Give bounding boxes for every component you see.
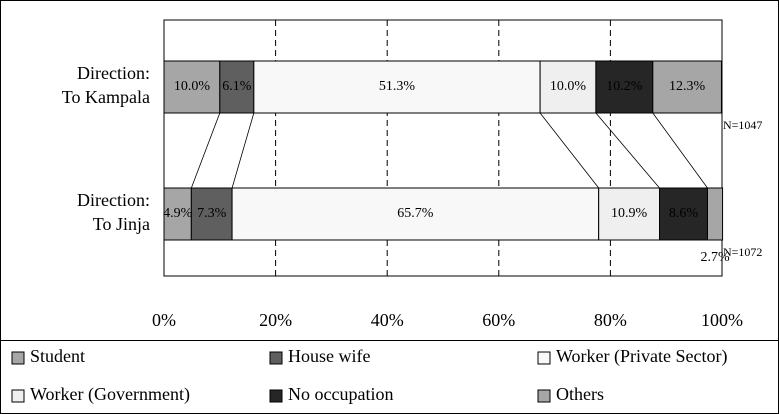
bar-segment — [253, 60, 541, 114]
bar-segment — [598, 187, 661, 241]
legend-label: House wife — [288, 346, 370, 366]
category-label-line: Direction: — [77, 190, 150, 210]
connector — [595, 112, 660, 189]
data-label: 8.6% — [669, 206, 699, 221]
data-label: 10.0% — [550, 79, 587, 94]
connector — [652, 112, 708, 189]
bar-segment — [539, 60, 597, 114]
x-tick-label: 20% — [259, 310, 292, 330]
data-label: 65.7% — [397, 206, 434, 221]
data-label: 51.3% — [379, 79, 416, 94]
category-label-line: To Jinja — [93, 214, 150, 234]
x-tick-label: 100% — [701, 310, 743, 330]
bar-segment — [163, 60, 221, 114]
legend-label: Others — [556, 384, 604, 404]
x-tick-label: 40% — [371, 310, 404, 330]
data-label: 12.3% — [669, 79, 706, 94]
bar-segment — [659, 187, 708, 241]
data-label: 10.9% — [611, 206, 648, 221]
category-label-line: Direction: — [77, 63, 150, 83]
data-label: 7.3% — [197, 206, 227, 221]
legend-label: Worker (Government) — [30, 384, 190, 405]
plot-frame — [163, 19, 723, 277]
sample-size: N=1072 — [723, 245, 762, 259]
bar-segment — [190, 187, 233, 241]
bar-segment — [163, 187, 192, 241]
legend-swatch — [537, 351, 551, 365]
category-label-line: To Kampala — [62, 87, 150, 107]
bar-segment — [219, 60, 255, 114]
data-label: 6.1% — [222, 79, 252, 94]
x-tick-label: 60% — [482, 310, 515, 330]
legend-swatch — [537, 389, 551, 403]
legend-swatch — [11, 351, 25, 365]
legend-swatch — [269, 389, 283, 403]
category-label: Direction: To Jinja — [77, 190, 150, 234]
category-label: Direction: To Kampala — [62, 63, 150, 107]
legend-swatch — [269, 351, 283, 365]
data-label: 4.9% — [163, 206, 193, 221]
connector — [539, 112, 599, 189]
x-tick-label: 80% — [594, 310, 627, 330]
legend-label: No occupation — [288, 384, 393, 404]
legend-label: Student — [30, 346, 85, 366]
sample-size: N=1047 — [723, 118, 762, 132]
legend-label: Worker (Private Sector) — [556, 346, 727, 367]
bar-segment — [652, 60, 722, 114]
connector — [231, 112, 255, 189]
x-tick-label: 0% — [152, 310, 176, 330]
data-label: 10.2% — [606, 79, 643, 94]
legend-swatch — [11, 389, 25, 403]
data-label: 10.0% — [174, 79, 211, 94]
connector — [190, 112, 221, 189]
data-label: 2.7% — [700, 250, 730, 265]
bar-segment — [706, 187, 724, 241]
bar-segment — [231, 187, 600, 241]
